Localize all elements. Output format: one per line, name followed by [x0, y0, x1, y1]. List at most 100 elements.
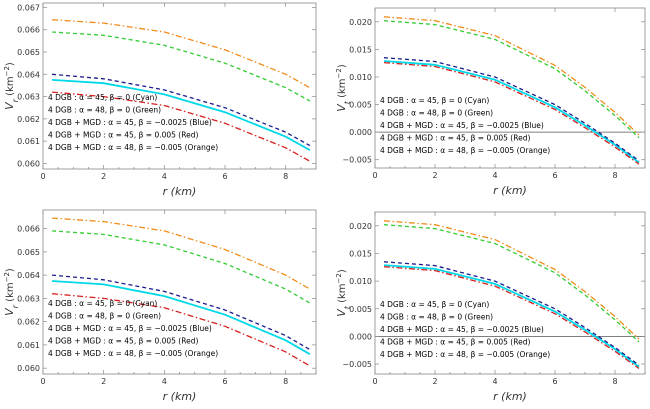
- legend-entry-3: 4 DGB + MGD : α = 45, β = 0.005 (Red): [48, 131, 198, 140]
- y-axis-label-unit: (km: [337, 78, 348, 101]
- y-axis-label-unit: (km: [5, 76, 16, 99]
- x-tick-label: 6: [552, 377, 557, 386]
- series-line-2: [52, 274, 311, 351]
- x-tick-label: 2: [432, 171, 437, 180]
- y-tick-label: −0.005: [342, 360, 372, 369]
- y-axis-label-main: V: [335, 308, 348, 317]
- y-axis-label-sub: r: [11, 98, 20, 102]
- x-tick-label: 6: [222, 377, 227, 386]
- y-tick-label: 0.067: [17, 3, 40, 12]
- x-tick-label: 2: [101, 172, 106, 181]
- panel-bottom-left-radial-velocity: 0 2 4 6 8 0.060 0.061 0.062 0.063 0.064 0.065 0.066…: [3, 209, 317, 403]
- y-tick-label: −0.005: [342, 156, 372, 165]
- legend-entry-0: 4 DGB : α = 45, β = 0 (Cyan): [48, 93, 157, 102]
- y-tick-label: 0.005: [349, 305, 372, 314]
- legend-entry-4: 4 DGB + MGD : α = 48, β = −0.005 (Orange…: [48, 349, 218, 358]
- x-tick-label: 2: [101, 377, 106, 386]
- series-group: [383, 220, 640, 370]
- series-line-4: [383, 16, 640, 136]
- plot-frame: [374, 7, 646, 169]
- y-axis-label: Vr (km−2): [3, 268, 20, 316]
- y-axis-label-main: V: [335, 103, 348, 112]
- series-line-3: [383, 266, 640, 370]
- series-line-4: [383, 220, 640, 340]
- y-axis-label: Vr (km−2): [3, 62, 20, 110]
- x-tick-label: 8: [612, 377, 617, 386]
- legend-entry-2: 4 DGB + MGD : α = 45, β = −0.0025 (Blue): [48, 118, 212, 127]
- series-line-2: [383, 57, 640, 162]
- y-tick-label: 0.020: [349, 18, 372, 27]
- y-axis-label-sub: r: [11, 304, 20, 308]
- y-axis-label-main: V: [3, 307, 16, 316]
- series-line-1: [52, 31, 311, 102]
- x-tick-label: 2: [432, 377, 437, 386]
- y-axis-label-sub: t: [343, 100, 352, 104]
- series-group: [52, 19, 311, 162]
- y-axis-label-unit_exp: −2: [3, 66, 11, 76]
- x-tick-label: 8: [283, 377, 288, 386]
- y-tick-label: 0.005: [349, 101, 372, 110]
- series-line-4: [52, 19, 311, 89]
- y-tick-label: 0.065: [17, 48, 40, 57]
- y-axis-label-unit: (km: [337, 283, 348, 306]
- y-tick-label: 0.062: [17, 115, 40, 124]
- series-line-2: [383, 261, 640, 366]
- legend-entry-2: 4 DGB + MGD : α = 45, β = −0.0025 (Blue): [380, 325, 544, 334]
- y-tick-label: 0.066: [17, 26, 40, 35]
- legend-entry-1: 4 DGB : α = 48, β = 0 (Green): [48, 312, 161, 321]
- y-tick-label: 0.063: [17, 93, 40, 102]
- legend-entry-0: 4 DGB : α = 45, β = 0 (Cyan): [380, 300, 489, 309]
- y-tick-label: 0.061: [17, 137, 40, 146]
- panel-top-right-transverse-velocity: 0 2 4 6 8 −0.005 0.000 0.005 0.010 0.015 0.020 r (k…: [335, 7, 646, 197]
- series-line-0: [52, 79, 311, 151]
- series-line-0: [52, 280, 311, 355]
- y-tick-label: 0.015: [349, 249, 372, 258]
- legend-entry-1: 4 DGB : α = 48, β = 0 (Green): [380, 313, 493, 322]
- series-line-1: [383, 20, 640, 139]
- series-group: [52, 217, 311, 367]
- legend-entry-1: 4 DGB : α = 48, β = 0 (Green): [380, 109, 493, 118]
- x-tick-label: 0: [372, 171, 377, 180]
- legend-entry-0: 4 DGB : α = 45, β = 0 (Cyan): [380, 96, 489, 105]
- x-tick-label: 6: [552, 171, 557, 180]
- y-tick-label: 0.063: [17, 294, 40, 303]
- y-axis-label-close: ): [337, 269, 348, 273]
- series-line-1: [383, 224, 640, 343]
- x-tick-label: 0: [40, 172, 45, 181]
- x-tick-label: 4: [492, 171, 497, 180]
- y-axis-label: Vt (km−2): [335, 64, 352, 112]
- x-tick-label: 4: [162, 172, 167, 181]
- y-axis-label-unit_exp: −2: [335, 68, 343, 78]
- y-axis-label: Vt (km−2): [335, 269, 352, 317]
- x-tick-label: 8: [283, 172, 288, 181]
- y-tick-label: 0.060: [17, 364, 40, 373]
- series-line-4: [52, 217, 311, 290]
- y-tick-label: 0.064: [17, 271, 40, 280]
- series-line-2: [52, 73, 311, 147]
- series-line-3: [52, 91, 311, 162]
- y-tick-label: 0.000: [349, 128, 372, 137]
- x-axis-label: r (km): [163, 390, 197, 403]
- legend-entry-2: 4 DGB + MGD : α = 45, β = −0.0025 (Blue): [48, 324, 212, 333]
- x-tick-label: 0: [372, 377, 377, 386]
- series-group: [383, 16, 640, 165]
- y-axis-label-unit_exp: −2: [3, 272, 11, 282]
- series-line-3: [383, 61, 640, 165]
- y-tick-label: 0.061: [17, 341, 40, 350]
- y-tick-label: 0.015: [349, 45, 372, 54]
- legend-entry-2: 4 DGB + MGD : α = 45, β = −0.0025 (Blue): [380, 121, 544, 130]
- x-axis-label: r (km): [163, 185, 197, 198]
- y-tick-label: 0.062: [17, 318, 40, 327]
- y-axis-label-unit: (km: [5, 282, 16, 305]
- x-tick-label: 4: [492, 377, 497, 386]
- legend-entry-0: 4 DGB : α = 45, β = 0 (Cyan): [48, 299, 157, 308]
- y-axis-label-close: ): [5, 268, 16, 272]
- series-line-0: [383, 264, 640, 368]
- y-tick-label: 0.020: [349, 222, 372, 231]
- series-line-1: [52, 230, 311, 304]
- x-tick-label: 6: [222, 172, 227, 181]
- y-axis-label-close: ): [337, 64, 348, 68]
- series-line-3: [52, 293, 311, 367]
- panel-bottom-right-transverse-velocity: 0 2 4 6 8 −0.005 0.000 0.005 0.010 0.015 0.020 r (k…: [335, 211, 646, 403]
